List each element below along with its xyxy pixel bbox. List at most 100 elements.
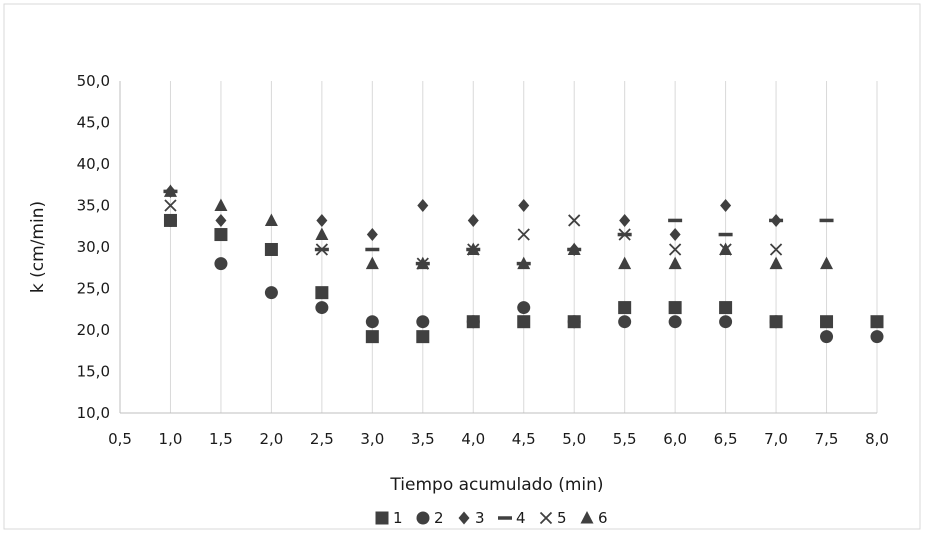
data-point-series-2 <box>769 315 783 329</box>
data-point-series-6 <box>466 242 480 255</box>
x-tick-label: 8,0 <box>865 430 889 448</box>
legend-marker-dash <box>498 516 512 520</box>
legend-marker-circle <box>416 511 430 525</box>
x-tick-label: 7,0 <box>764 430 788 448</box>
data-point-series-3 <box>669 228 681 242</box>
data-point-series-1 <box>214 228 228 242</box>
data-point-series-1 <box>719 301 733 315</box>
data-point-series-5 <box>618 228 631 241</box>
x-tick-label: 4,0 <box>461 430 485 448</box>
data-point-series-1 <box>365 330 379 344</box>
x-tick-label: 4,5 <box>512 430 536 448</box>
data-point-series-3 <box>518 199 530 212</box>
y-tick-label: 40,0 <box>77 155 110 173</box>
data-point-series-6 <box>820 256 834 270</box>
data-point-series-1 <box>416 330 430 344</box>
series-6 <box>163 184 834 270</box>
legend: 1 2 3 4 5 6 <box>375 509 608 527</box>
data-point-series-2 <box>264 286 278 300</box>
data-point-series-2 <box>163 213 177 227</box>
data-point-series-3 <box>316 213 328 227</box>
x-tick-label: 0,5 <box>108 430 132 448</box>
y-tick-label: 50,0 <box>77 72 110 90</box>
data-point-series-2 <box>365 315 379 329</box>
data-point-series-3 <box>619 213 631 227</box>
data-point-series-2 <box>668 315 682 329</box>
data-point-series-5 <box>164 199 177 212</box>
legend-marker-triangle <box>580 511 594 524</box>
data-point-series-6 <box>567 242 581 255</box>
data-point-series-3 <box>265 242 277 256</box>
data-point-series-3 <box>720 199 732 212</box>
data-point-series-1 <box>870 315 884 329</box>
data-point-series-5 <box>568 214 581 227</box>
x-tick-label: 3,0 <box>360 430 384 448</box>
x-tick-label: 3,5 <box>411 430 435 448</box>
data-point-series-2 <box>870 330 884 344</box>
x-tick-label: 2,5 <box>310 430 334 448</box>
legend-item-6: 6 <box>580 509 608 527</box>
x-tick-label: 7,5 <box>815 430 839 448</box>
data-point-series-2 <box>466 315 480 329</box>
legend-label: 3 <box>475 509 485 527</box>
data-point-series-1 <box>668 301 682 315</box>
y-tick-label: 35,0 <box>77 197 110 215</box>
data-point-series-1 <box>315 286 329 300</box>
y-tick-label: 45,0 <box>77 114 110 132</box>
data-point-series-6 <box>618 256 632 270</box>
data-point-series-5 <box>517 228 530 241</box>
data-point-series-6 <box>719 242 733 255</box>
x-tick-label: 5,5 <box>613 430 637 448</box>
y-tick-label: 30,0 <box>77 238 110 256</box>
data-point-series-6 <box>365 256 379 270</box>
data-point-series-1 <box>618 301 632 315</box>
axes: 0,5 1,0 1,5 2,0 2,5 3,0 3,5 4,0 4,5 5,0 5,5 6,0 6,5 7… <box>77 72 889 448</box>
data-point-series-6 <box>214 198 228 211</box>
legend-item-1: 1 <box>375 509 403 527</box>
data-point-series-3 <box>467 213 479 227</box>
data-point-series-2 <box>315 301 329 315</box>
data-point-series-3 <box>417 199 429 212</box>
y-axis-title: k (cm/min) <box>28 201 48 293</box>
x-tick-label: 2,0 <box>259 430 283 448</box>
data-point-series-2 <box>820 330 834 344</box>
x-tick-label: 5,0 <box>562 430 586 448</box>
y-tick-label: 15,0 <box>77 363 110 381</box>
grid-lines <box>169 81 878 413</box>
x-tick-label: 6,5 <box>714 430 738 448</box>
legend-item-3: 3 <box>458 509 485 527</box>
legend-label: 2 <box>434 509 444 527</box>
legend-item-2: 2 <box>416 509 444 527</box>
x-tick-label: 1,5 <box>209 430 233 448</box>
data-point-series-4 <box>365 247 380 252</box>
data-point-series-4 <box>718 232 733 237</box>
legend-label: 5 <box>557 509 567 527</box>
data-point-series-2 <box>719 315 733 329</box>
data-point-series-6 <box>264 213 278 226</box>
data-point-series-3 <box>366 228 378 242</box>
y-tick-label: 20,0 <box>77 321 110 339</box>
legend-label: 1 <box>393 509 403 527</box>
data-point-series-6 <box>416 256 430 270</box>
legend-item-4: 4 <box>498 509 526 527</box>
data-point-series-2 <box>416 315 430 329</box>
y-tick-label: 10,0 <box>77 404 110 422</box>
data-point-series-5 <box>769 243 783 256</box>
legend-label: 4 <box>516 509 526 527</box>
chart-border <box>3 3 921 530</box>
data-point-series-4 <box>819 218 834 223</box>
data-point-series-4 <box>769 218 784 223</box>
data-point-series-6 <box>163 184 177 197</box>
data-point-series-1 <box>517 315 531 329</box>
data-point-series-4 <box>668 218 683 223</box>
data-point-series-6 <box>769 256 783 270</box>
data-point-series-2 <box>618 315 632 329</box>
data-point-series-2 <box>517 301 531 315</box>
data-point-series-6 <box>517 256 531 270</box>
data-point-series-1 <box>820 315 834 329</box>
legend-marker-diamond <box>458 511 470 525</box>
data-point-series-2 <box>214 257 228 271</box>
data-point-series-5 <box>315 243 329 256</box>
